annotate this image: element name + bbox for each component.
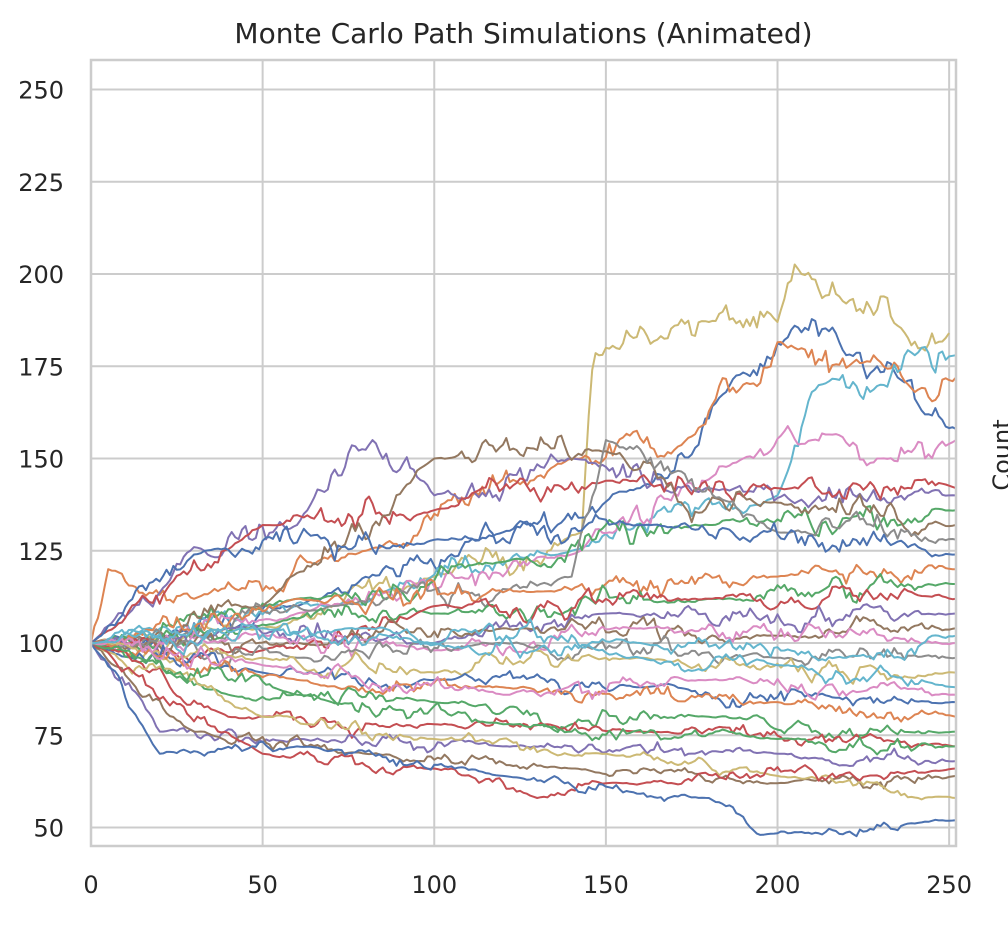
simulation-path-line xyxy=(90,642,957,756)
x-tick-label: 0 xyxy=(83,871,98,899)
simulation-path-line xyxy=(90,585,957,664)
y-tick-label: 225 xyxy=(18,169,64,197)
chart-title: Monte Carlo Path Simulations (Animated) xyxy=(234,17,812,50)
y-tick-label: 100 xyxy=(18,630,64,658)
y-tick-label: 175 xyxy=(18,353,64,381)
simulation-path-line xyxy=(90,618,957,662)
simulation-path-line xyxy=(90,642,957,740)
y-tick-label: 75 xyxy=(33,722,64,750)
y-tick-label: 50 xyxy=(33,815,64,843)
y-tick-label: 250 xyxy=(18,77,64,105)
simulation-path-line xyxy=(90,642,957,801)
x-tick-labels: 0 50 100 150 200 250 xyxy=(83,871,972,899)
simulation-path-line xyxy=(90,434,957,644)
grid-lines xyxy=(90,60,956,846)
simulation-path-line xyxy=(90,642,957,838)
simulation-path-line xyxy=(90,642,957,767)
x-tick-label: 200 xyxy=(755,871,801,899)
plot-frame xyxy=(89,58,958,848)
x-tick-label: 250 xyxy=(926,871,972,899)
simulation-path-line xyxy=(90,642,957,790)
simulation-path-line xyxy=(90,563,956,644)
x-tick-label: 150 xyxy=(583,871,629,899)
y-tick-label: 125 xyxy=(18,538,64,566)
y-tick-label: 150 xyxy=(18,446,64,474)
simulation-path-line xyxy=(90,642,957,799)
simulation-path-line xyxy=(90,641,957,685)
simulation-path-line xyxy=(90,642,957,749)
y-tick-label: 200 xyxy=(18,261,64,289)
simulation-path-line xyxy=(91,635,957,668)
simulation-path-line xyxy=(90,474,957,644)
simulation-path-line xyxy=(90,513,957,644)
simulation-path-line xyxy=(90,638,957,701)
simulation-path-line xyxy=(90,642,957,723)
simulation-path-line xyxy=(90,626,957,689)
simulation-path-line xyxy=(90,642,957,709)
simulation-path-line xyxy=(90,573,956,651)
x-tick-label: 50 xyxy=(247,871,278,899)
y-tick-labels: 50 75 100 125 150 175 200 225 250 xyxy=(18,77,64,843)
series-lines xyxy=(90,263,957,838)
x-tick-label: 100 xyxy=(411,871,457,899)
secondary-axis-label: Count xyxy=(988,419,1008,490)
